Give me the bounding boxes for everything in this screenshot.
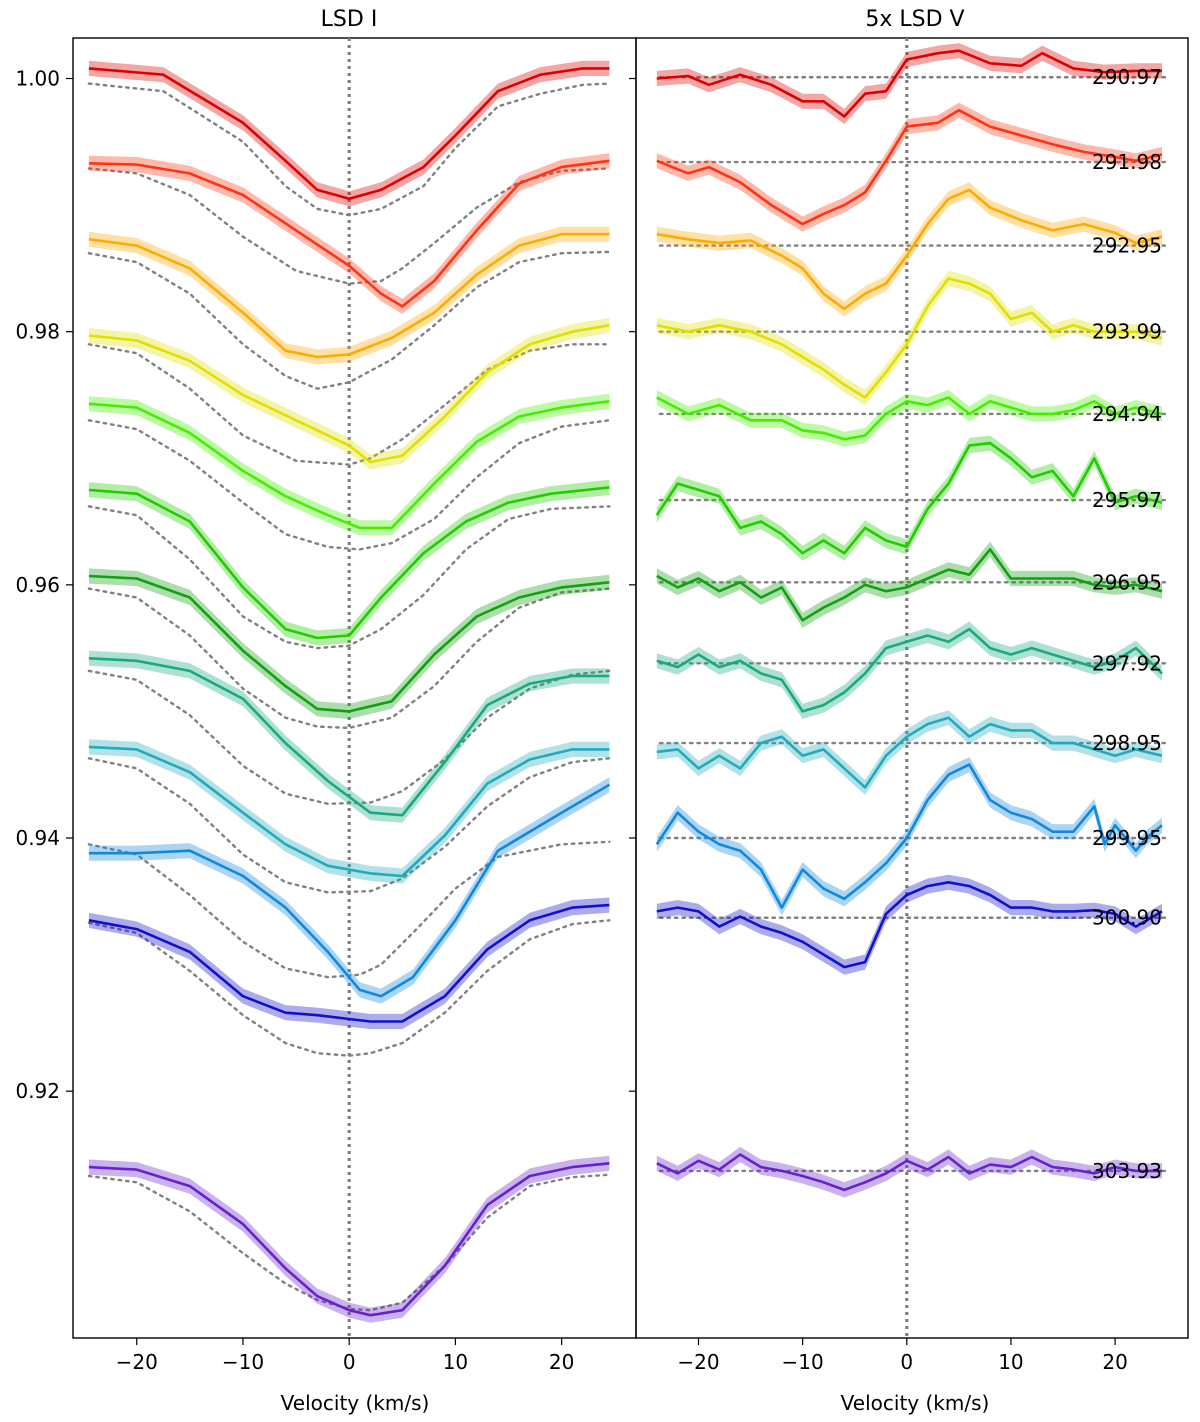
lsd-v-profile-line — [656, 188, 1163, 311]
lsd-i-profile-line — [88, 574, 610, 713]
left-x-axis-label: Velocity (km/s) — [281, 1391, 430, 1415]
phase-label: 303.93 — [1092, 1159, 1162, 1183]
lsd-v-profile-line — [655, 763, 1163, 909]
lsd-i-model-line — [87, 343, 611, 466]
lsd-i-error-band — [88, 226, 610, 365]
phase-label: 299.95 — [1092, 826, 1162, 850]
right-axes-frame — [635, 37, 1189, 1339]
left-panel-title: LSD I — [321, 7, 378, 32]
lsd-i-error-band — [88, 650, 610, 823]
x-tick-label: 10 — [998, 1350, 1023, 1374]
lsd-i-error-band — [88, 479, 610, 646]
lsd-i-model-line — [87, 419, 611, 551]
lsd-v-profile-line — [656, 108, 1163, 226]
lsd-v-error-band — [656, 541, 1162, 628]
phase-label: 294.94 — [1092, 402, 1162, 426]
lsd-i-model-line — [87, 505, 611, 650]
lsd-v-profile-line — [656, 49, 1162, 118]
lsd-i-model-line — [87, 250, 611, 390]
left-panel: −20 −10 0 10 20 0.92 0.94 0.96 0.98 1.00 — [15, 37, 637, 1374]
lsd-i-profile-line — [88, 745, 610, 878]
lsd-i-profile-line — [88, 324, 610, 464]
lsd-v-error-band — [656, 389, 1162, 447]
lsd-v-profile-line — [655, 441, 1163, 555]
lsd-v-profile-line — [656, 277, 1163, 399]
lsd-v-error-band — [656, 874, 1162, 975]
y-tick-label: 0.98 — [15, 320, 60, 344]
lsd-i-profile-line — [88, 400, 610, 530]
x-tick-label: 10 — [443, 1350, 468, 1374]
right-x-axis-label: Velocity (km/s) — [841, 1391, 990, 1415]
x-tick-label: 20 — [549, 1350, 574, 1374]
lsd-i-profile-line — [88, 903, 610, 1023]
lsd-i-profile-line — [88, 1162, 610, 1317]
phase-label: 298.95 — [1092, 731, 1162, 755]
lsd-v-profile-line — [656, 396, 1163, 441]
lsd-i-error-band — [88, 317, 610, 470]
lsd-v-profile-line — [656, 627, 1163, 713]
lsd-i-profile-line — [88, 67, 610, 201]
lsd-i-profile-line — [88, 232, 610, 359]
lsd-i-profile-line — [88, 486, 610, 640]
phase-label: 293.99 — [1092, 320, 1162, 344]
lsd-i-model-line — [87, 919, 611, 1057]
phase-label: 297.92 — [1092, 651, 1162, 675]
lsd-i-model-line — [87, 757, 611, 894]
phase-label: 290.97 — [1092, 65, 1162, 89]
lsd-i-model-line — [87, 1173, 611, 1312]
lsd-i-error-band — [88, 153, 610, 314]
x-tick-label: −10 — [222, 1350, 264, 1374]
x-tick-label: 0 — [343, 1350, 356, 1374]
lsd-v-error-band — [656, 621, 1162, 719]
lsd-i-model-line — [87, 669, 611, 806]
lsd-v-profile-line — [656, 1153, 1162, 1192]
lsd-v-error-band — [656, 757, 1162, 916]
x-tick-label: −10 — [782, 1350, 824, 1374]
x-tick-label: 20 — [1102, 1350, 1127, 1374]
phase-label: 300.90 — [1092, 906, 1162, 930]
lsd-i-model-line — [87, 840, 611, 979]
right-panel: −20 −10 0 10 20 290.97 291.98 292.95 293.99 294.9… — [635, 37, 1189, 1374]
y-tick-label: 0.92 — [15, 1079, 60, 1103]
lsd-i-error-band — [88, 568, 610, 719]
lsd-i-profile-line — [88, 657, 610, 817]
lsd-v-profile-line — [656, 881, 1163, 969]
y-tick-label: 0.96 — [15, 573, 60, 597]
lsd-i-model-line — [87, 167, 611, 285]
phase-label: 292.95 — [1092, 234, 1162, 258]
y-tick-label: 0.94 — [15, 826, 60, 850]
lsd-i-profile-line — [88, 159, 610, 308]
phase-label: 295.97 — [1092, 488, 1162, 512]
lsd-v-error-band — [656, 43, 1162, 125]
lsd-v-error-band — [656, 435, 1162, 561]
lsd-i-error-band — [88, 60, 610, 207]
lsd-i-error-band — [88, 1155, 610, 1323]
x-tick-label: −20 — [677, 1350, 719, 1374]
lsd-i-error-band — [88, 777, 610, 1004]
lsd-i-error-band — [88, 897, 610, 1030]
y-tick-label: 1.00 — [15, 67, 60, 91]
right-panel-title: 5x LSD V — [865, 7, 964, 32]
lsd-i-model-line — [87, 587, 611, 730]
lsd-v-error-band — [656, 102, 1162, 232]
x-tick-label: 0 — [900, 1350, 913, 1374]
phase-label: 296.95 — [1092, 570, 1162, 594]
phase-label: 291.98 — [1092, 150, 1162, 174]
lsd-v-error-band — [656, 710, 1162, 795]
x-tick-label: −20 — [116, 1350, 158, 1374]
lsd-v-profile-line — [656, 548, 1163, 622]
lsd-v-profile-line — [656, 716, 1163, 789]
lsd-i-profile-line — [88, 783, 611, 998]
